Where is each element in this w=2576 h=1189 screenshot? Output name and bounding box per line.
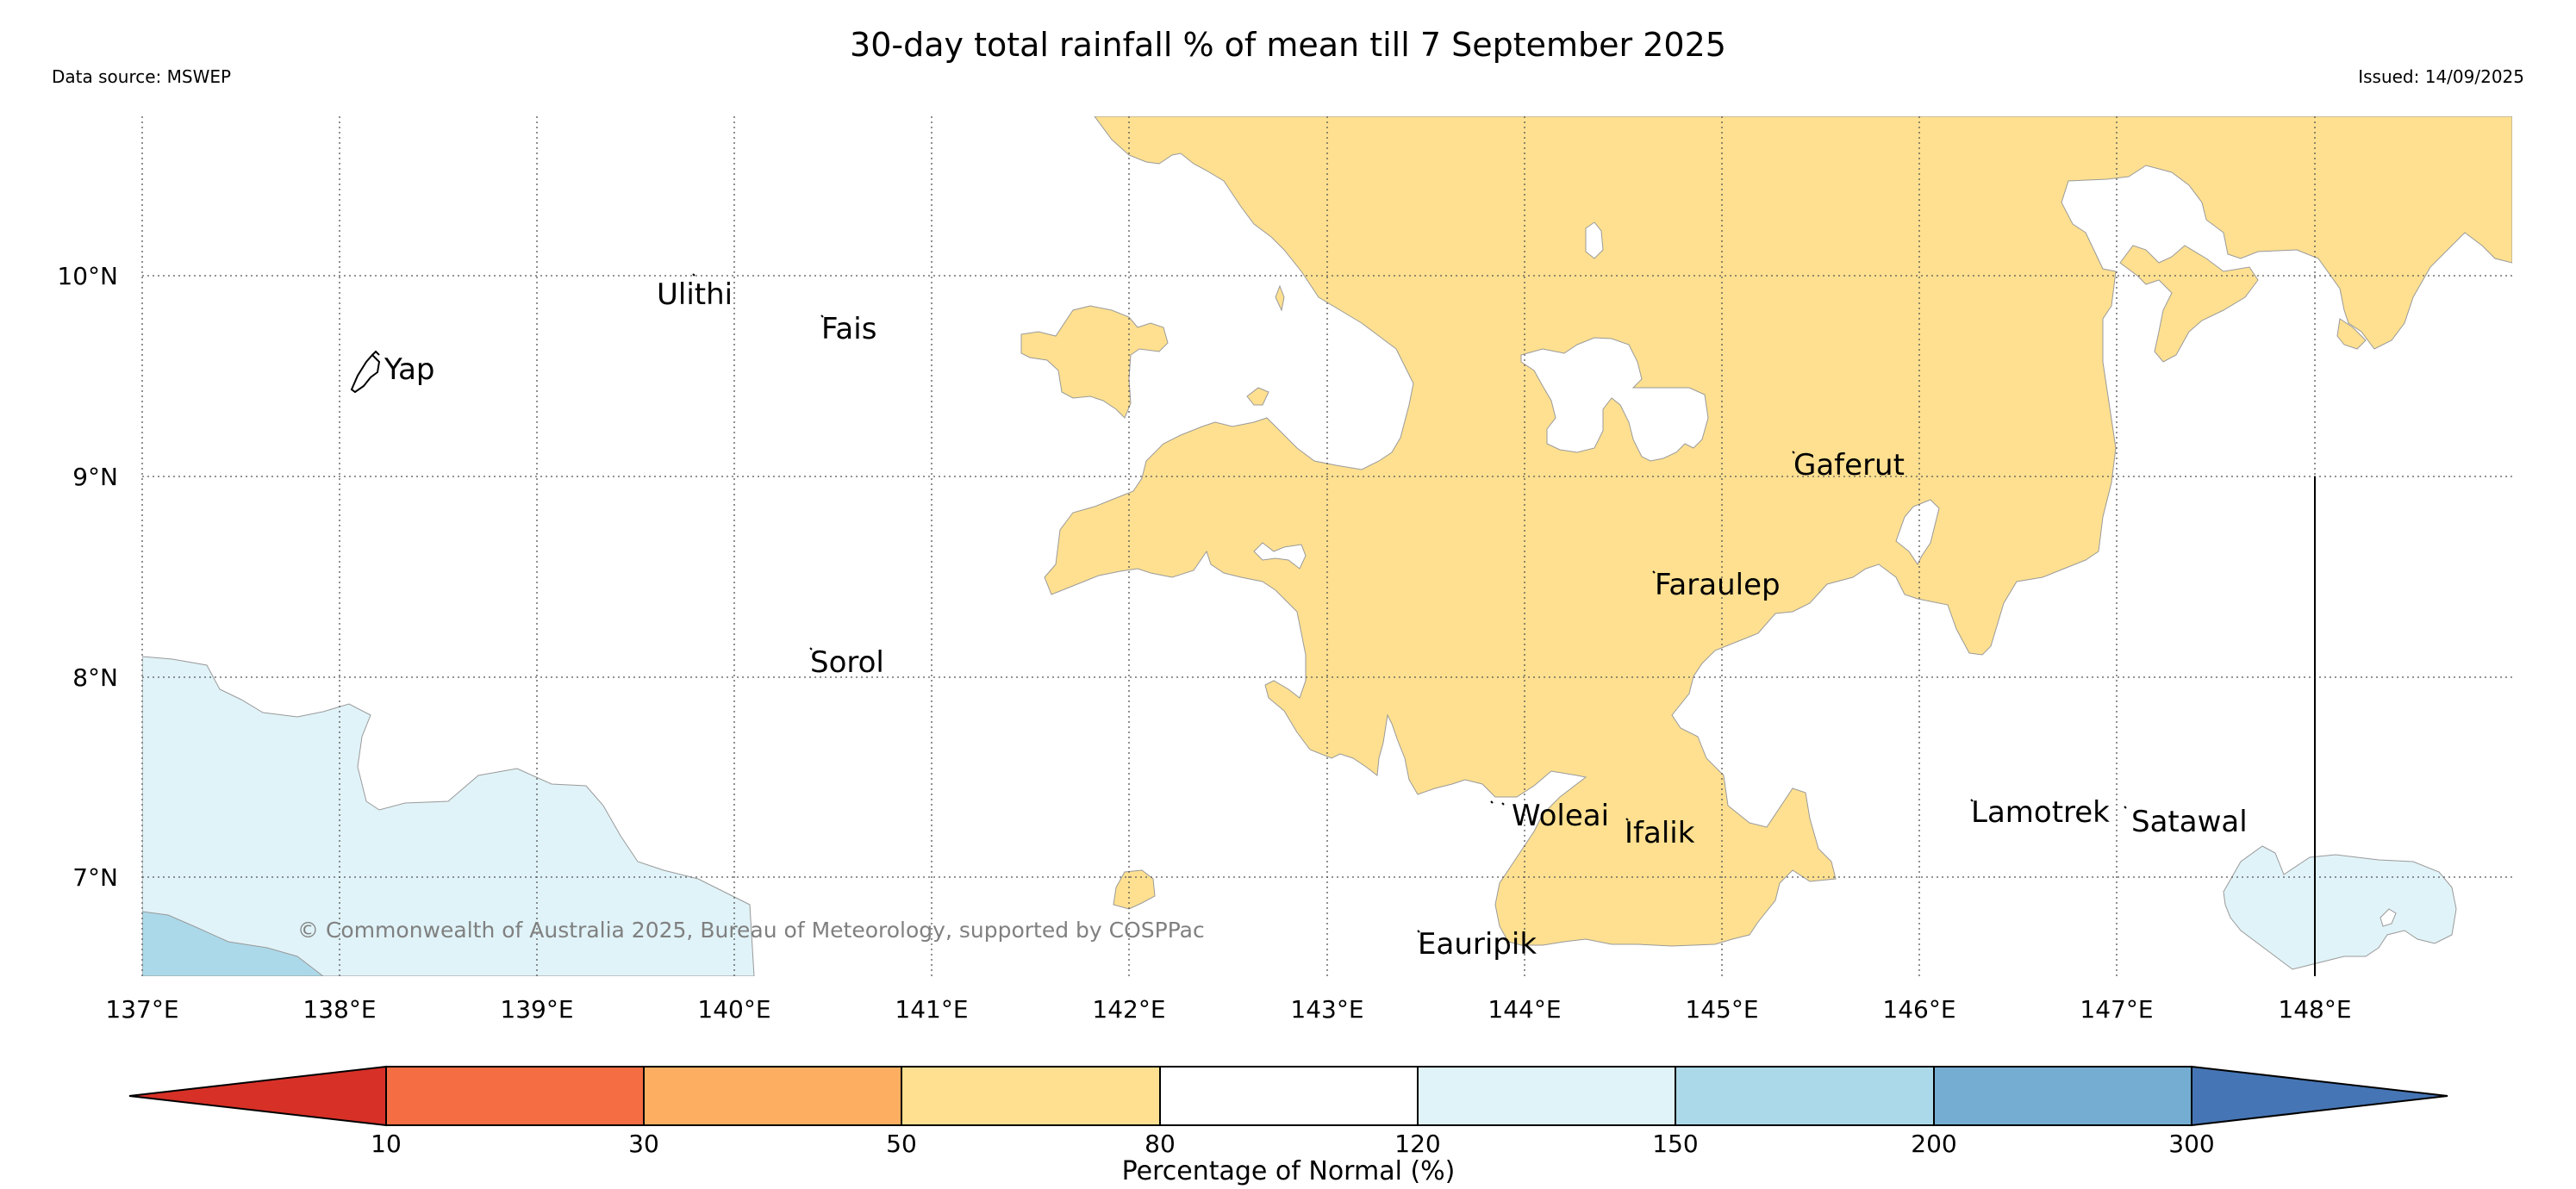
colorbar-tick-300: 300	[2168, 1130, 2214, 1158]
issued-date-label: Issued: 14/09/2025	[2358, 66, 2524, 87]
lat-label-7n: 7°N	[72, 863, 118, 892]
place-satawal: Satawal	[2131, 805, 2248, 839]
lon-label-138e: 138°E	[303, 995, 376, 1024]
colorbar	[128, 1065, 2448, 1127]
colorbar-tick-150: 150	[1652, 1130, 1698, 1158]
place-lamotrek: Lamotrek	[1971, 795, 2110, 830]
copyright-note: © Commonwealth of Australia 2025, Bureau…	[297, 918, 1205, 943]
yap-island-dot	[371, 350, 380, 356]
dry-patch-northeast-2	[2336, 318, 2367, 350]
colorbar-tick-50: 50	[886, 1130, 917, 1158]
yap-island-outline	[350, 353, 381, 394]
map-gridlines	[141, 116, 2512, 976]
lat-label-9n: 9°N	[72, 463, 118, 491]
colorbar-segment-10-30	[385, 1066, 645, 1126]
place-woleai: Woleai	[1512, 799, 1609, 833]
place-yap: Yap	[384, 352, 435, 387]
lon-label-145e: 145°E	[1685, 995, 1758, 1024]
place-ulithi: Ulithi	[657, 277, 733, 312]
colorbar-tick-200: 200	[1911, 1130, 1956, 1158]
colorbar-tick-30: 30	[628, 1130, 659, 1158]
colorbar-segment-30-50	[643, 1066, 902, 1126]
lat-label-10n: 10°N	[57, 262, 118, 290]
normal-hole-4	[1253, 542, 1307, 570]
normal-hole-2	[1585, 221, 1604, 259]
lon-label-141e: 141°E	[895, 995, 968, 1024]
lon-label-139e: 139°E	[500, 995, 573, 1024]
lon-label-144e: 144°E	[1488, 995, 1561, 1024]
lon-label-148e: 148°E	[2278, 995, 2351, 1024]
colorbar-segment-120-150	[1417, 1066, 1676, 1126]
wet-region-southwest	[142, 656, 755, 976]
dry-region-main	[1044, 116, 2512, 947]
place-ifalik: Ifalik	[1625, 816, 1695, 850]
colorbar-tick-10: 10	[371, 1130, 402, 1158]
lon-label-146e: 146°E	[1882, 995, 1955, 1024]
lon-label-143e: 143°E	[1290, 995, 1363, 1024]
normal-hole-1	[1520, 337, 1709, 462]
place-fais: Fais	[821, 312, 876, 346]
dry-patch-west	[1020, 305, 1169, 419]
dry-patch-northeast	[2119, 245, 2259, 363]
colorbar-segment-80-120	[1159, 1066, 1419, 1126]
lon-label-137e: 137°E	[105, 995, 178, 1024]
dry-patch-south	[1113, 869, 1156, 910]
place-markers	[692, 273, 2127, 933]
colorbar-segment-50-80	[901, 1066, 1161, 1126]
place-gaferut: Gaferut	[1793, 448, 1905, 482]
colorbar-segment-below-10	[128, 1065, 387, 1127]
lat-label-8n: 8°N	[72, 663, 118, 692]
colorbar-segment-150-200	[1675, 1066, 1935, 1126]
colorbar-tick-80: 80	[1145, 1130, 1176, 1158]
wet-region-southeast-hole	[2380, 908, 2397, 927]
data-source-label: Data source: MSWEP	[52, 66, 232, 87]
colorbar-tick-120: 120	[1394, 1130, 1440, 1158]
map-title: 30-day total rainfall % of mean till 7 S…	[850, 26, 1726, 64]
colorbar-segment-200-300	[1933, 1066, 2192, 1126]
place-faraulep: Faraulep	[1655, 568, 1781, 602]
dry-patch-small-1	[1246, 387, 1269, 406]
lon-label-142e: 142°E	[1092, 995, 1165, 1024]
colorbar-label: Percentage of Normal (%)	[1122, 1156, 1456, 1186]
dry-patch-small-2	[1275, 284, 1285, 312]
lon-label-147e: 147°E	[2080, 995, 2153, 1024]
place-eauripik: Eauripik	[1418, 927, 1537, 962]
colorbar-segment-above-300	[2191, 1065, 2448, 1127]
wet-region-southwest-dark	[142, 911, 324, 976]
normal-hole-3	[1895, 499, 1940, 565]
place-sorol: Sorol	[810, 645, 884, 680]
lon-label-140e: 140°E	[697, 995, 770, 1024]
